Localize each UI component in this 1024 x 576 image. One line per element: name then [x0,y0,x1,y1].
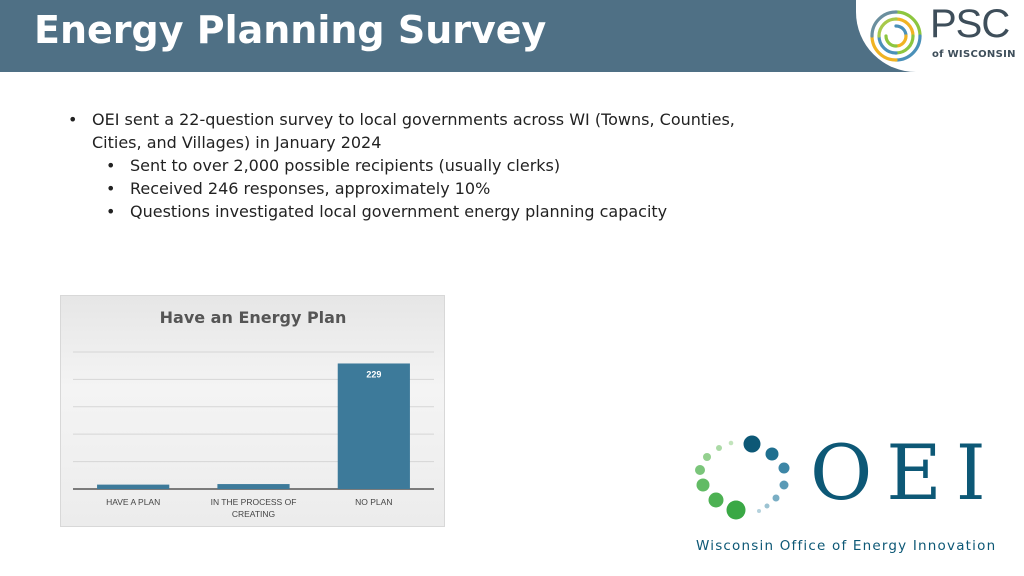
chart-canvas: Have an Energy Plan HAVE A PLAN IN THE PR… [73,308,434,519]
oei-dots-icon [695,435,790,520]
psc-swirl-icon [870,10,922,62]
sub-bullet-list: Sent to over 2,000 possible recipients (… [92,154,786,223]
oei-logo-text: OEI [810,428,1000,517]
bullet-main: OEI sent a 22-question survey to local g… [66,108,786,223]
bullet-main-text: OEI sent a 22-question survey to local g… [92,110,735,152]
chart-data-label: 229 [366,369,381,379]
sub-bullet: Received 246 responses, approximately 10… [104,177,786,200]
psc-logo-subtext: of WISCONSIN [932,49,1016,60]
oei-logo-subtext: Wisconsin Office of Energy Innovation [696,538,997,554]
chart-category-label: NO PLAN [355,497,392,507]
header-bar: Energy Planning Survey [0,0,1024,72]
chart-bar [337,363,410,489]
chart-labels: HAVE A PLAN IN THE PROCESS OF CREATING 229 N… [106,369,392,519]
page-title: Energy Planning Survey [34,8,547,52]
chart-category-label: IN THE PROCESS OF [211,497,297,507]
bullet-list: OEI sent a 22-question survey to local g… [66,108,786,223]
chart-bar [97,484,170,489]
chart-category-label: HAVE A PLAN [106,497,160,507]
chart-bars [97,363,410,489]
sub-bullet: Questions investigated local government … [104,200,786,223]
energy-plan-chart: Have an Energy Plan HAVE A PLAN IN THE PR… [60,295,445,527]
chart-title: Have an Energy Plan [160,308,347,327]
chart-category-label: CREATING [232,509,275,519]
sub-bullet: Sent to over 2,000 possible recipients (… [104,154,786,177]
psc-logo: PSC of WISCONSIN [856,0,1024,72]
psc-logo-text: PSC [930,2,1010,46]
chart-bar [217,484,290,489]
